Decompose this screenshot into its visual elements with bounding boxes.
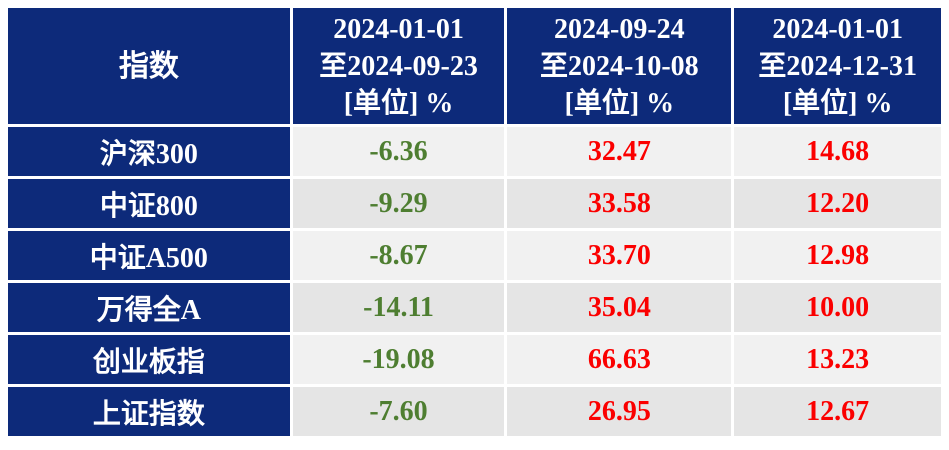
value-cell: 33.58 [507,179,732,228]
row-label: 中证A500 [8,231,290,280]
value: 26.95 [587,395,651,427]
value-cell: 12.67 [734,387,941,436]
header-cell-period-3: 2024-01-01 至2024-12-31 [单位] % [734,8,941,124]
value: 12.98 [806,239,870,271]
table-row: 万得全A -14.11 35.04 10.00 [8,283,941,332]
value: 10.00 [806,291,870,323]
value: -8.67 [369,239,428,271]
value: -7.60 [369,395,428,427]
table-row: 创业板指 -19.08 66.63 13.23 [8,335,941,384]
value: -6.36 [369,135,428,167]
value: 14.68 [806,135,870,167]
value: 33.70 [587,239,651,271]
value-cell: 13.23 [734,335,941,384]
header-cell-period-2: 2024-09-24 至2024-10-08 [单位] % [507,8,732,124]
value-cell: -19.08 [292,335,505,384]
value-cell: 12.20 [734,179,941,228]
value-cell: -9.29 [292,179,505,228]
index-performance-table: 指数 2024-01-01 至2024-09-23 [单位] % 2024-09… [5,5,944,439]
table-header: 指数 2024-01-01 至2024-09-23 [单位] % 2024-09… [8,8,941,124]
value-cell: 26.95 [507,387,732,436]
header-row: 指数 2024-01-01 至2024-09-23 [单位] % 2024-09… [8,8,941,124]
table-body: 沪深300 -6.36 32.47 14.68 中证800 -9.29 33.5… [8,127,941,436]
value-cell: -8.67 [292,231,505,280]
period-2-unit: [单位] % [564,87,675,119]
header-cell-period-1: 2024-01-01 至2024-09-23 [单位] % [292,8,505,124]
value: 66.63 [587,343,651,375]
table-row: 上证指数 -7.60 26.95 12.67 [8,387,941,436]
value-cell: 12.98 [734,231,941,280]
row-label: 上证指数 [8,387,290,436]
value-cell: 66.63 [507,335,732,384]
value: 13.23 [806,343,870,375]
period-1-start: 2024-01-01 [333,13,464,45]
value-cell: 33.70 [507,231,732,280]
value: 12.67 [806,395,870,427]
period-3-start: 2024-01-01 [772,13,903,45]
row-label: 中证800 [8,179,290,228]
table-row: 中证A500 -8.67 33.70 12.98 [8,231,941,280]
period-1-end: 至2024-09-23 [319,50,478,82]
value-cell: 14.68 [734,127,941,176]
row-label: 沪深300 [8,127,290,176]
value-cell: -7.60 [292,387,505,436]
value: 33.58 [587,187,651,219]
period-3-unit: [单位] % [782,87,893,119]
value: 35.04 [587,291,651,323]
period-1-unit: [单位] % [343,87,454,119]
row-label: 创业板指 [8,335,290,384]
value-cell: -6.36 [292,127,505,176]
table-row: 中证800 -9.29 33.58 12.20 [8,179,941,228]
value: 32.47 [587,135,651,167]
value-cell: 32.47 [507,127,732,176]
value: 12.20 [806,187,870,219]
period-2-start: 2024-09-24 [554,13,685,45]
table-row: 沪深300 -6.36 32.47 14.68 [8,127,941,176]
value-cell: -14.11 [292,283,505,332]
value-cell: 35.04 [507,283,732,332]
value-cell: 10.00 [734,283,941,332]
period-3-end: 至2024-12-31 [758,50,917,82]
period-2-end: 至2024-10-08 [540,50,699,82]
header-cell-index: 指数 [8,8,290,124]
value: -14.11 [363,291,434,323]
row-label: 万得全A [8,283,290,332]
value: -19.08 [362,343,435,375]
value: -9.29 [369,187,428,219]
